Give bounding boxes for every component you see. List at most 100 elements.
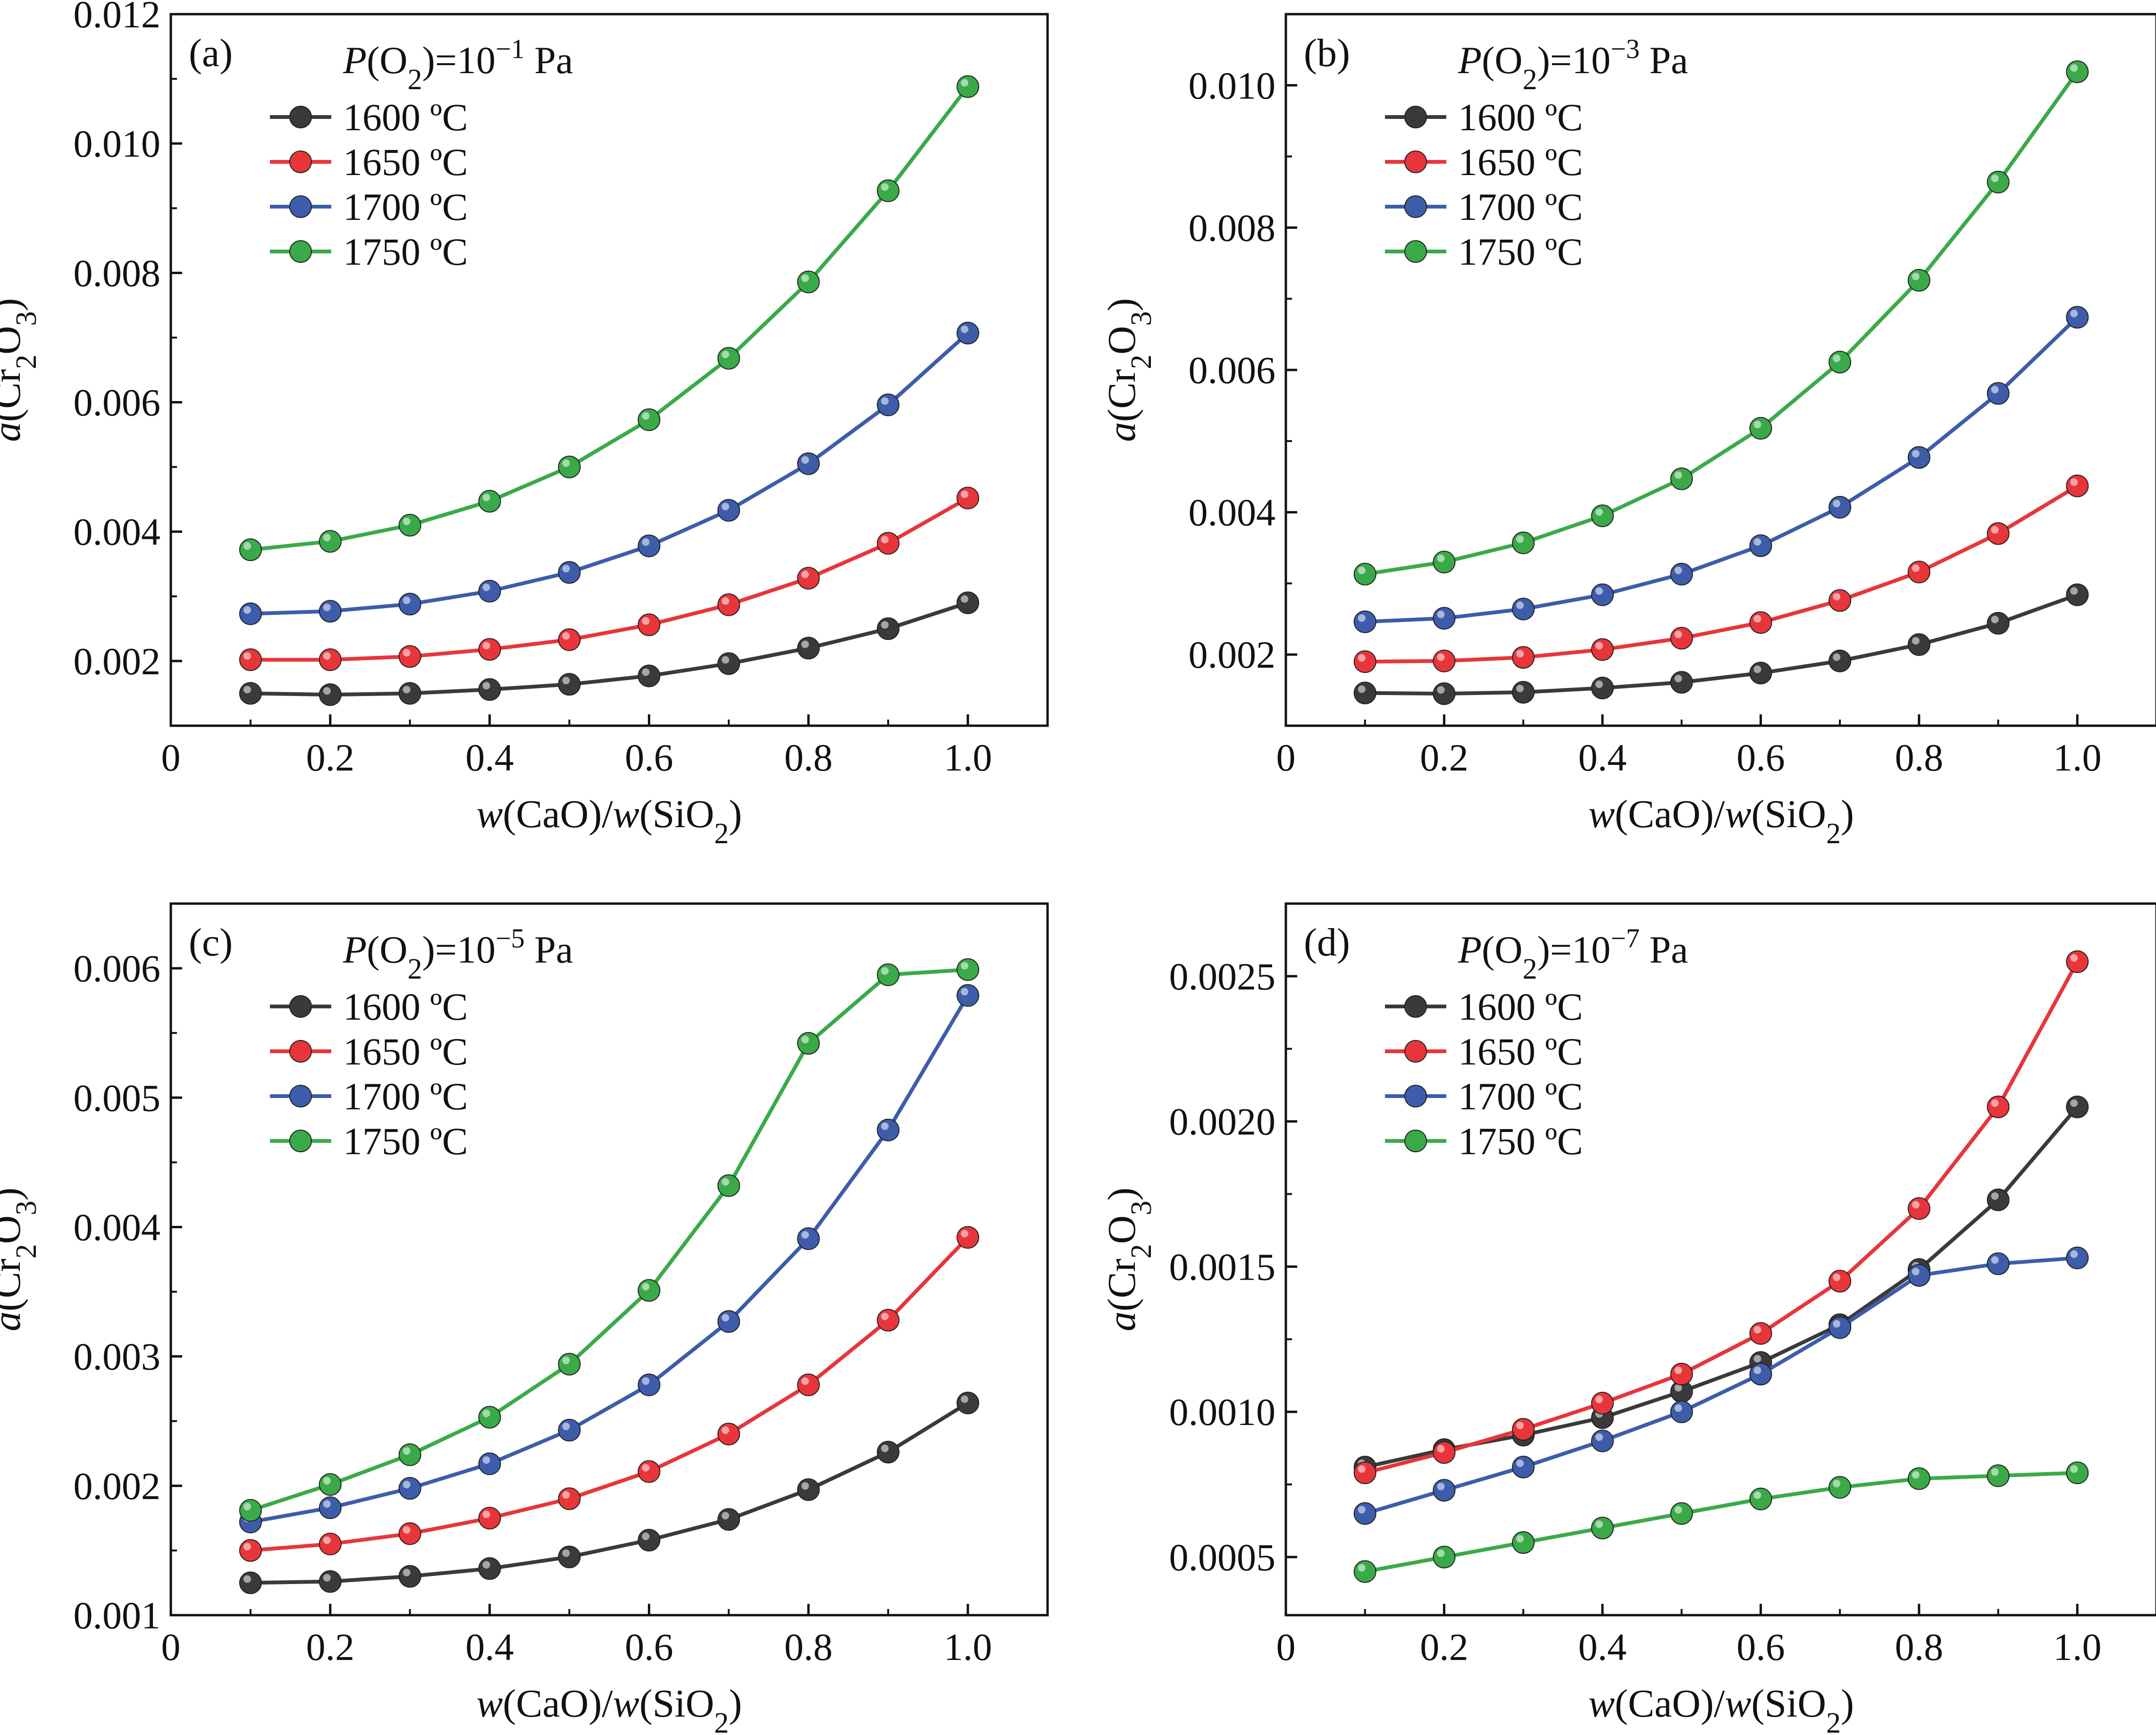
data-point (956, 486, 980, 510)
data-point-highlight (801, 640, 809, 648)
data-point-highlight (1595, 1395, 1603, 1403)
data-point (1829, 1270, 1852, 1293)
data-point (1749, 534, 1772, 557)
legend-title: P(O2)=10−5 Pa (343, 923, 573, 986)
legend-marker-3 (1404, 1130, 1427, 1152)
data-point (1433, 1441, 1456, 1464)
data-point (797, 567, 820, 590)
data-point-highlight (1516, 1459, 1524, 1467)
data-point (1433, 551, 1456, 574)
x-tick-label: 0.6 (1737, 1626, 1785, 1668)
data-point-highlight (482, 1510, 490, 1518)
legend-marker-0 (289, 995, 312, 1018)
y-tick-label: 0.006 (74, 947, 161, 990)
data-point-highlight (801, 1482, 809, 1490)
data-point-highlight (1991, 1256, 1999, 1264)
data-point-highlight (1912, 272, 1920, 280)
data-point (1670, 562, 1693, 586)
data-point (1829, 1316, 1852, 1339)
series-line-0 (250, 601, 969, 697)
data-point (1987, 522, 2010, 545)
data-point-highlight (1674, 1366, 1682, 1375)
data-point-highlight (562, 677, 570, 685)
data-point-highlight (323, 1574, 331, 1582)
data-point (1987, 382, 2010, 405)
data-point (1749, 1363, 1772, 1386)
x-tick-label: 0.8 (784, 1626, 833, 1668)
data-point-highlight (642, 1464, 650, 1472)
data-point (1512, 1531, 1535, 1554)
data-point-highlight (801, 570, 809, 578)
data-point-highlight (1437, 1483, 1445, 1491)
data-point-highlight (1912, 450, 1920, 458)
x-tick-label: 1.0 (2053, 1626, 2102, 1668)
data-point (1829, 649, 1852, 672)
data-point (1670, 1502, 1693, 1525)
legend-label-1: 1650 ºC (1458, 1030, 1583, 1073)
x-axis-title: w(CaO)/w(SiO2) (476, 792, 742, 850)
x-tick-label: 0.4 (1578, 1626, 1627, 1668)
data-point (478, 490, 501, 513)
data-point-highlight (1674, 1506, 1682, 1514)
data-point-highlight (243, 1575, 251, 1583)
data-point-highlight (323, 687, 331, 695)
data-point-highlight (961, 595, 969, 603)
y-tick-label: 0.010 (74, 122, 161, 165)
data-point (797, 637, 820, 660)
plot-frame (169, 13, 1049, 727)
data-point (877, 617, 900, 640)
data-point-highlight (1753, 615, 1762, 623)
data-point (398, 514, 421, 537)
data-point-highlight (1753, 1366, 1762, 1375)
data-point-highlight (642, 1532, 650, 1540)
data-point-highlight (881, 397, 889, 405)
data-point (398, 682, 421, 705)
legend-title: P(O2)=10−1 Pa (343, 34, 573, 96)
data-point (239, 648, 262, 671)
series-line-3 (250, 967, 968, 1512)
data-point (1907, 1467, 1930, 1490)
x-tick-label: 0.6 (625, 1626, 673, 1668)
y-tick-label: 0.005 (74, 1076, 161, 1119)
data-point (1512, 1418, 1535, 1441)
data-point-highlight (482, 682, 490, 690)
data-point-highlight (1595, 508, 1603, 516)
data-point (1433, 682, 1456, 705)
data-point-highlight (801, 1231, 809, 1239)
data-point (1353, 1560, 1376, 1583)
legend-marker-1 (1404, 151, 1427, 173)
y-tick-label: 0.006 (74, 381, 161, 424)
data-point-highlight (1358, 1506, 1366, 1514)
data-point-highlight (482, 583, 490, 591)
data-point-highlight (1358, 654, 1366, 662)
legend-label-3: 1750 ºC (343, 230, 468, 273)
data-point-highlight (1674, 1384, 1682, 1392)
data-point-highlight (881, 1444, 889, 1452)
data-point (717, 1508, 740, 1531)
data-point-highlight (1912, 637, 1920, 645)
data-point (2066, 306, 2089, 329)
data-point-highlight (642, 538, 650, 546)
data-point (1749, 662, 1772, 685)
x-tick-label: 0.2 (1420, 1626, 1468, 1668)
panel-label: (d) (1304, 921, 1350, 964)
data-point (638, 408, 661, 431)
x-tick-label: 0.8 (1895, 1626, 1944, 1668)
data-point-highlight (403, 649, 411, 657)
data-point-highlight (1674, 675, 1682, 683)
data-point (1591, 1517, 1614, 1540)
data-point-highlight (642, 1377, 650, 1385)
data-point (717, 499, 740, 522)
data-point (239, 1571, 262, 1594)
x-tick-label: 0.4 (465, 1626, 514, 1668)
data-point (877, 1308, 900, 1332)
data-point-highlight (1991, 615, 1999, 623)
data-point-highlight (961, 325, 969, 333)
legend-label-2: 1700 ºC (1458, 185, 1583, 228)
data-point (478, 678, 501, 701)
data-point (797, 270, 820, 293)
data-point-highlight (1833, 1320, 1841, 1328)
legend-marker-2 (1404, 1085, 1427, 1107)
data-point-highlight (562, 1549, 570, 1557)
